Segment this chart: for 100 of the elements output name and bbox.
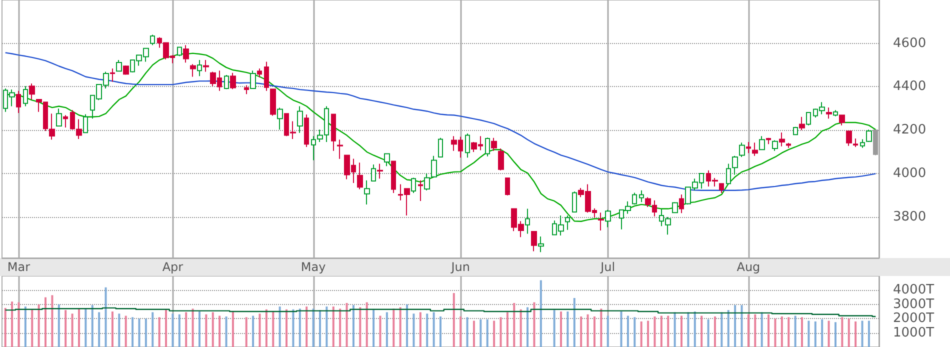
y-tick-label: 4400 (893, 79, 926, 94)
y-tick-label: 3000T (893, 296, 934, 312)
candlestick (418, 180, 423, 202)
x-tick-label: Aug (736, 260, 760, 274)
bar (339, 308, 342, 347)
bar (278, 306, 281, 347)
candlestick (759, 136, 765, 150)
bar (460, 316, 462, 347)
bar (426, 314, 428, 347)
candlestick (183, 44, 189, 64)
bar (626, 316, 629, 347)
bar (104, 287, 107, 347)
bar (506, 312, 508, 347)
x-tick-label: Jun (450, 260, 470, 274)
bar (606, 316, 609, 347)
bar (118, 314, 120, 347)
candlestick (244, 84, 249, 95)
candlestick (605, 209, 611, 228)
bar (78, 308, 80, 347)
bar (861, 320, 864, 347)
x-tick-label: Apr (162, 260, 184, 274)
bar (580, 316, 582, 347)
candlestick (572, 190, 577, 213)
bar (419, 312, 422, 347)
candlestick (531, 231, 537, 252)
bar (452, 293, 455, 347)
bar (111, 312, 114, 347)
x-tick-label: Mar (7, 260, 30, 274)
bar (593, 316, 596, 347)
bar (312, 308, 314, 347)
bar (700, 316, 703, 347)
bar (245, 317, 248, 347)
bar (225, 316, 228, 347)
candlestick (679, 194, 684, 214)
bar (480, 319, 482, 347)
bar (634, 317, 636, 347)
candlestick (63, 114, 68, 128)
bar (841, 317, 844, 347)
bar (372, 309, 375, 347)
candlestick (485, 137, 490, 157)
bar (526, 307, 529, 347)
candlestick (190, 64, 196, 78)
y-tick-label: 4000T (893, 282, 934, 298)
candlestick (866, 129, 872, 143)
bar (540, 280, 542, 347)
candlestick (860, 138, 865, 148)
candlestick (505, 178, 510, 196)
candlestick (839, 114, 845, 126)
bar (573, 298, 576, 347)
candlestick (853, 138, 858, 148)
bar (560, 312, 562, 347)
y-tick-label: 4200 (893, 122, 926, 138)
bar (352, 305, 354, 347)
candlestick (384, 153, 390, 167)
candlestick (371, 164, 376, 182)
candlestick (110, 68, 115, 82)
bar (265, 309, 268, 347)
candlestick (772, 140, 778, 152)
bar (24, 306, 26, 347)
bar (158, 317, 160, 347)
bar (694, 312, 696, 347)
y-tick-label: 4600 (893, 36, 926, 51)
candlestick (150, 34, 155, 46)
bar (379, 316, 382, 347)
candlestick (264, 61, 269, 92)
candlestick (793, 126, 798, 136)
candlestick (297, 106, 303, 134)
bar (84, 308, 87, 347)
candlestick (719, 183, 724, 194)
bar (152, 312, 154, 347)
bar (258, 314, 261, 347)
bar (493, 320, 496, 347)
candlestick (438, 137, 443, 158)
candlestick (357, 162, 363, 190)
candlestick (779, 132, 785, 147)
bar (165, 309, 168, 347)
bar (124, 316, 127, 347)
bar (586, 314, 589, 347)
bar (834, 322, 836, 347)
bar (318, 310, 321, 347)
bar (38, 304, 40, 347)
bar (98, 312, 100, 347)
bar (132, 317, 134, 347)
bar (654, 316, 656, 347)
candlestick (491, 137, 497, 152)
bar (667, 316, 670, 347)
candlestick (632, 192, 637, 205)
candlestick (304, 114, 309, 148)
candlestick (224, 74, 229, 90)
bar (714, 316, 716, 347)
bar (144, 318, 147, 347)
bar (727, 310, 730, 347)
bar (232, 312, 234, 347)
bar (326, 306, 328, 347)
candlestick (726, 163, 731, 184)
bar (640, 321, 642, 347)
bar (412, 314, 415, 347)
candlestick (116, 60, 122, 72)
candlestick (197, 60, 202, 77)
y-tick-label: 2000T (893, 311, 934, 326)
